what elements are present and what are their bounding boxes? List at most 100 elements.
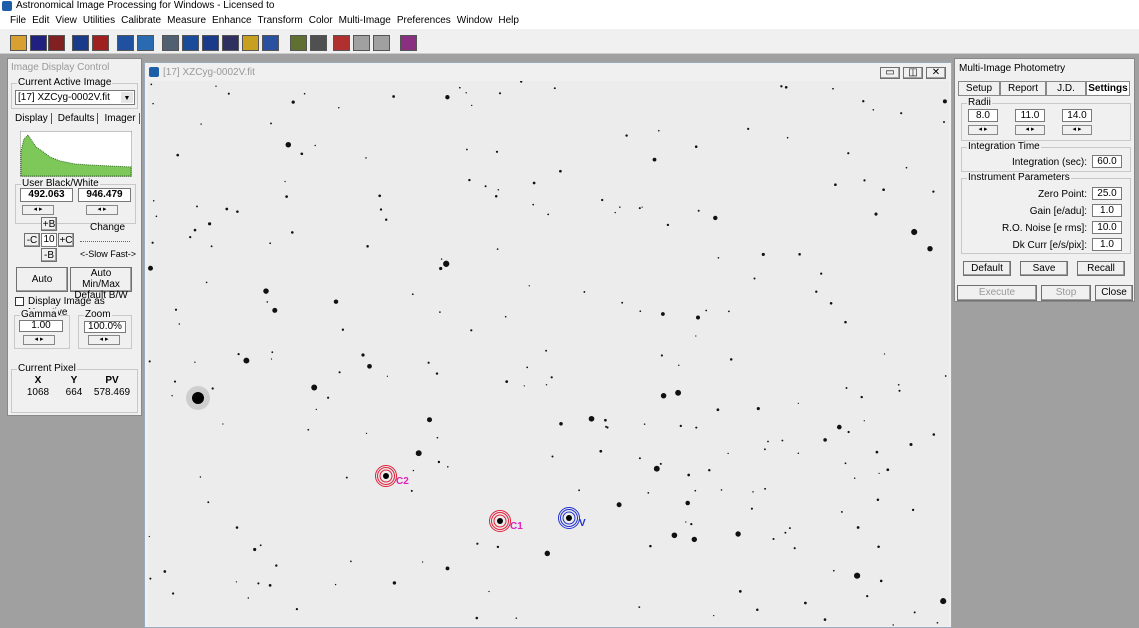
spinner[interactable]: ◂ ▸: [88, 335, 120, 345]
button[interactable]: Recall: [1077, 261, 1125, 276]
integration-value[interactable]: 60.0: [1092, 155, 1122, 168]
toolbar-button[interactable]: [92, 35, 109, 51]
tab[interactable]: Display: [15, 113, 52, 124]
star: [378, 194, 382, 198]
button[interactable]: Save: [1020, 261, 1068, 276]
star: [727, 452, 729, 455]
button[interactable]: Execute: [957, 285, 1037, 301]
toolbar-button[interactable]: [10, 35, 27, 51]
menu-item[interactable]: Enhance: [212, 15, 252, 26]
menu-item[interactable]: Window: [456, 15, 493, 26]
tab[interactable]: Report: [1000, 81, 1046, 96]
menu-item[interactable]: File: [10, 15, 27, 26]
star: [691, 536, 697, 543]
toolbar-button[interactable]: [373, 35, 390, 51]
button[interactable]: Default: [963, 261, 1011, 276]
white-value[interactable]: 946.479: [78, 188, 131, 202]
param-value[interactable]: 1.0: [1092, 238, 1122, 251]
spinner[interactable]: ◂ ▸: [23, 335, 55, 345]
param-value[interactable]: 25.0: [1092, 187, 1122, 200]
toolbar-button[interactable]: [333, 35, 350, 51]
star: [152, 200, 155, 202]
window-title: [17] XZCyg-0002V.fit: [163, 67, 255, 78]
toolbar-button[interactable]: [290, 35, 307, 51]
toolbar-button[interactable]: [162, 35, 179, 51]
close-button[interactable]: ✕: [926, 67, 946, 79]
group: Current Active Image: [11, 77, 138, 109]
minimize-button[interactable]: ▭: [880, 67, 900, 79]
star: [435, 372, 439, 375]
star: [685, 500, 690, 506]
menu-item[interactable]: Edit: [32, 15, 50, 26]
menu-item[interactable]: Measure: [167, 15, 207, 26]
spinner[interactable]: ◂ ▸: [1015, 125, 1045, 135]
toolbar-button[interactable]: [137, 35, 154, 51]
zoom-value[interactable]: 100.0%: [84, 321, 126, 333]
star: [243, 357, 250, 364]
menu-item[interactable]: Help: [498, 15, 519, 26]
combo-arrow[interactable]: ▼: [121, 92, 133, 103]
radius-value[interactable]: 14.0: [1062, 109, 1092, 122]
tab[interactable]: J.D.: [1046, 81, 1086, 96]
menu-item[interactable]: Multi-Image: [338, 15, 391, 26]
param-value[interactable]: 1.0: [1092, 204, 1122, 217]
star: [193, 228, 197, 232]
gamma-value[interactable]: 1.00: [19, 320, 63, 332]
star: [866, 595, 869, 598]
toolbar-button[interactable]: [310, 35, 327, 51]
display-control-panel: Image Display Control Current Active Ima…: [7, 58, 142, 416]
menu-item[interactable]: Transform: [257, 15, 303, 26]
step-value[interactable]: 10: [41, 233, 57, 247]
star: [660, 354, 663, 357]
spinner[interactable]: ◂ ▸: [86, 205, 118, 215]
toolbar-button[interactable]: [353, 35, 370, 51]
toolbar-button[interactable]: [30, 35, 47, 51]
star: [237, 353, 240, 356]
menu-item[interactable]: Calibrate: [121, 15, 162, 26]
button[interactable]: Auto: [16, 267, 68, 292]
tab[interactable]: Setup: [958, 81, 1000, 96]
spinner[interactable]: ◂ ▸: [968, 125, 998, 135]
tab[interactable]: Defaults: [58, 113, 99, 124]
panel-title: Multi-Image Photometry: [959, 63, 1066, 74]
toolbar-button[interactable]: [400, 35, 417, 51]
radius-value[interactable]: 8.0: [968, 109, 998, 122]
radius-value[interactable]: 11.0: [1015, 109, 1045, 122]
param-value[interactable]: 10.0: [1092, 221, 1122, 234]
toolbar-button[interactable]: [48, 35, 65, 51]
menu-item[interactable]: Utilities: [82, 15, 116, 26]
star: [412, 469, 415, 472]
toolbar-button[interactable]: [117, 35, 134, 51]
checkbox[interactable]: [15, 297, 24, 306]
toolbar-button[interactable]: [222, 35, 239, 51]
toolbar-button[interactable]: [72, 35, 89, 51]
slider[interactable]: [80, 237, 130, 242]
star: [327, 396, 330, 399]
restore-button[interactable]: ◫: [903, 67, 923, 79]
button[interactable]: Close: [1095, 285, 1133, 301]
button[interactable]: Stop: [1041, 285, 1091, 301]
black-value[interactable]: 492.063: [20, 188, 73, 202]
menu-item[interactable]: Preferences: [396, 15, 451, 26]
tab[interactable]: Imager: [104, 113, 140, 124]
group-label: User Black/White: [21, 178, 100, 189]
menu-item[interactable]: View: [55, 15, 77, 26]
toolbar-button[interactable]: [262, 35, 279, 51]
button[interactable]: Auto Min/Max Default B/W: [70, 267, 132, 301]
spinner[interactable]: ◂ ▸: [1062, 125, 1092, 135]
toolbar-button[interactable]: [202, 35, 219, 51]
spinner[interactable]: ◂ ▸: [22, 205, 54, 215]
image-combo[interactable]: [17] XZCyg-0002V.fit ▼: [15, 90, 135, 105]
toolbar-button[interactable]: [182, 35, 199, 51]
toolbar-button[interactable]: [242, 35, 259, 51]
button[interactable]: -B: [41, 248, 57, 262]
star: [225, 207, 229, 211]
star: [494, 194, 498, 198]
menu-item[interactable]: Color: [308, 15, 333, 26]
button[interactable]: +C: [58, 233, 74, 247]
button[interactable]: +B: [41, 217, 57, 231]
tab[interactable]: Settings: [1086, 81, 1130, 96]
star: [263, 288, 269, 294]
star: [898, 389, 901, 392]
button[interactable]: -C: [24, 233, 40, 247]
